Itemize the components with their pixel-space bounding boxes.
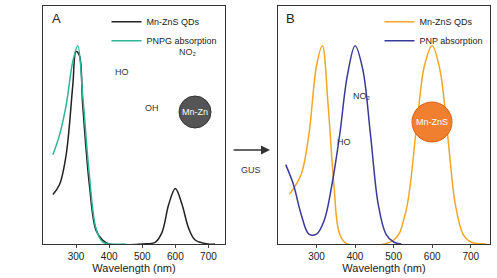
svg-text:Mn-Zn: Mn-Zn (182, 107, 208, 117)
svg-text:NO₂: NO₂ (179, 47, 197, 57)
svg-text:700: 700 (462, 251, 479, 262)
svg-text:Wavelength (nm): Wavelength (nm) (92, 262, 175, 274)
svg-text:500: 500 (134, 251, 151, 262)
svg-text:B: B (286, 11, 295, 26)
svg-text:NO₂: NO₂ (353, 91, 371, 101)
svg-text:Mn-ZnS QDs: Mn-ZnS QDs (420, 17, 473, 27)
svg-text:400: 400 (101, 251, 118, 262)
svg-text:PNP absorption: PNP absorption (420, 36, 483, 46)
svg-text:600: 600 (167, 251, 184, 262)
svg-text:500: 500 (385, 251, 402, 262)
svg-text:OH: OH (145, 103, 159, 113)
svg-text:Wavelength (nm): Wavelength (nm) (342, 262, 425, 274)
svg-text:600: 600 (424, 251, 441, 262)
svg-text:300: 300 (308, 251, 325, 262)
svg-text:GUS: GUS (241, 165, 261, 175)
svg-text:HO: HO (337, 137, 351, 147)
svg-text:A: A (52, 11, 61, 26)
svg-text:Mn-ZnS QDs: Mn-ZnS QDs (147, 17, 200, 27)
svg-text:300: 300 (68, 251, 85, 262)
svg-text:Mn-ZnS: Mn-ZnS (416, 117, 448, 127)
svg-text:HO: HO (115, 67, 129, 77)
svg-text:400: 400 (347, 251, 364, 262)
svg-text:PNPG absorption: PNPG absorption (147, 36, 217, 46)
svg-text:700: 700 (200, 251, 217, 262)
